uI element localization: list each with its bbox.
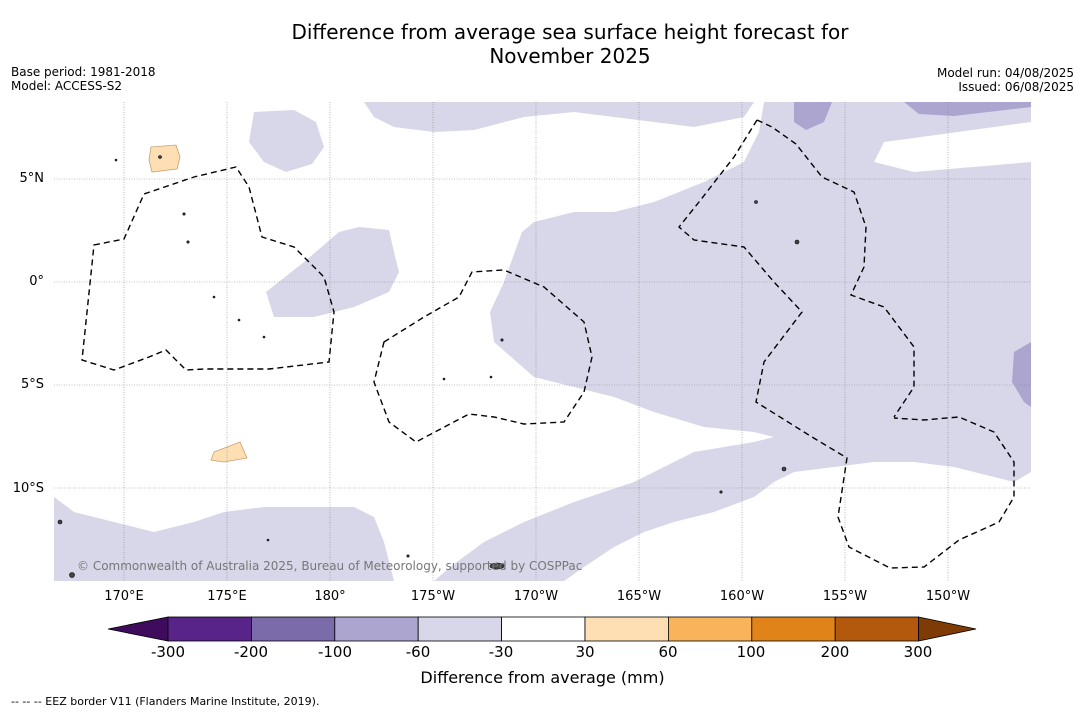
lon-label-170e: 170°E [104,589,144,604]
anomaly-patch-orange-south [210,441,248,463]
meta-right: Model run: 04/08/2025 Issued: 06/08/2025 [937,66,1074,94]
colorbar-tick-1: -300 [150,643,186,661]
model-run: Model run: 04/08/2025 [936,66,1074,80]
anomaly-region-top [364,102,754,132]
base-period: Base period: 1981-2018 [11,65,156,79]
sea-height-contours [54,102,1031,581]
anomaly-region-bottom-left [54,497,394,581]
map-svg [54,102,1031,581]
map-title: Difference from average sea surface heig… [0,20,1085,68]
colorbar-tick-2: -200 [233,643,269,661]
lon-label-180: 180° [314,589,346,604]
anomaly-patch-top-mid [794,102,832,130]
colorbar-tick-7: 60 [658,643,678,661]
eez-borders [81,119,1015,569]
colorbar-segment-5 [501,616,586,642]
lon-label-160w: 160°W [719,589,765,604]
colorbar [108,616,977,642]
lon-label-165w: 165°W [616,589,662,604]
colorbar-tick-5: -30 [488,643,514,661]
anomaly-region-upper-left [249,110,324,172]
colorbar-segment-8 [751,616,836,642]
copyright-text: © Commonwealth of Australia 2025, Bureau… [77,559,583,573]
lon-label-175w: 175°W [410,589,456,604]
anomaly-patch-orange-north [148,144,181,173]
title-line-2: November 2025 [489,44,651,68]
eez-legend-note: -- -- -- EEZ border V11 (Flanders Marine… [11,695,320,708]
colorbar-tick-6: 30 [575,643,595,661]
islands [57,155,800,578]
colorbar-segment-4 [417,616,503,642]
colorbar-title: Difference from average (mm) [420,668,665,687]
colorbar-segment-10 [918,616,977,642]
model-name: Model: ACCESS-S2 [11,79,123,93]
anomaly-patch-right-edge [1012,342,1031,407]
colorbar-segment-7 [668,616,753,642]
colorbar-segment-3 [334,616,419,642]
anomaly-region-mid [266,227,399,317]
lon-label-170w: 170°W [513,589,559,604]
lat-label-5s: 5°S [20,377,44,392]
lon-label-150w: 150°W [925,589,971,604]
lon-label-175e: 175°E [207,589,247,604]
anomaly-region-main [434,102,1031,581]
colorbar-tick-8: 100 [736,643,766,661]
issued-date: Issued: 06/08/2025 [958,80,1074,94]
colorbar-segment-6 [584,616,669,642]
gridlines [54,102,1031,581]
colorbar-tick-3: -100 [317,643,353,661]
lat-label-10s: 10°S [12,481,44,496]
title-line-1: Difference from average sea surface heig… [291,20,849,44]
colorbar-segment-2 [250,616,336,642]
colorbar-segment-9 [834,616,920,642]
lat-label-5n: 5°N [19,171,45,186]
lat-label-0: 0° [29,274,44,289]
colorbar-tick-9: 200 [820,643,850,661]
meta-left: Base period: 1981-2018 Model: ACCESS-S2 [11,65,156,93]
colorbar-segment-1 [167,616,252,642]
colorbar-segment-0 [108,616,169,642]
colorbar-tick-4: -60 [405,643,431,661]
colorbar-tick-10: 300 [903,643,933,661]
map-area [54,102,1031,581]
lon-label-155w: 155°W [822,589,868,604]
anomaly-patch-top-right [904,102,1031,116]
